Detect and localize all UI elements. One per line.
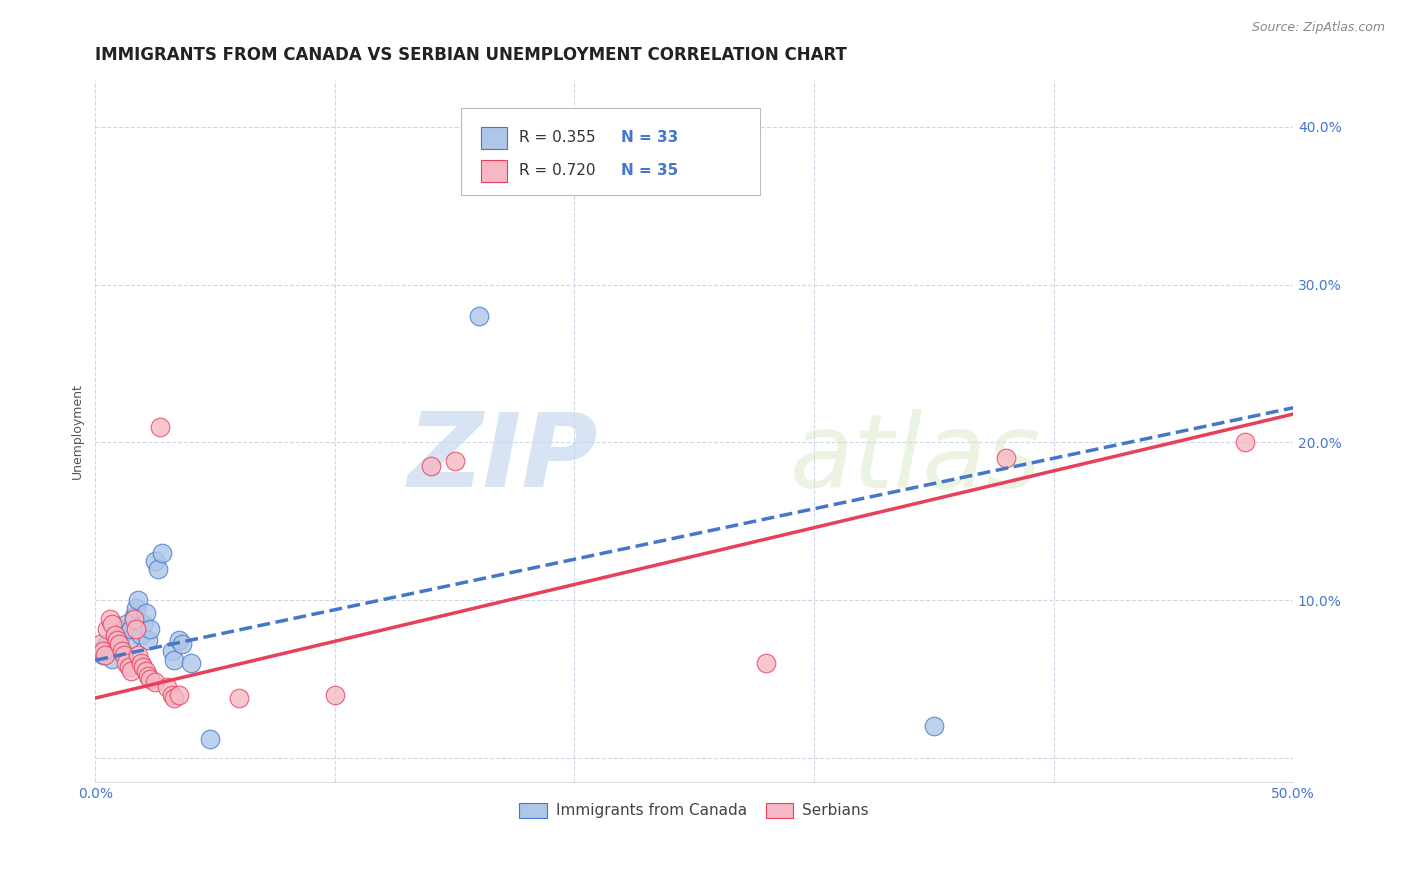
Point xyxy=(91,644,114,658)
Point xyxy=(200,732,222,747)
Point xyxy=(156,680,179,694)
Point xyxy=(89,637,111,651)
Text: R = 0.355: R = 0.355 xyxy=(519,130,596,145)
Point xyxy=(129,657,152,671)
Point xyxy=(118,659,141,673)
FancyBboxPatch shape xyxy=(481,160,508,182)
Point xyxy=(755,657,778,671)
Point xyxy=(135,665,157,679)
Point xyxy=(467,310,489,324)
Y-axis label: Unemployment: Unemployment xyxy=(72,383,84,479)
Point xyxy=(105,628,128,642)
Point xyxy=(136,669,159,683)
Legend: Immigrants from Canada, Serbians: Immigrants from Canada, Serbians xyxy=(513,797,875,824)
Point xyxy=(89,644,111,658)
Point xyxy=(136,632,159,647)
Point xyxy=(118,632,141,647)
Point xyxy=(994,451,1017,466)
Text: ZIP: ZIP xyxy=(408,409,599,509)
Point xyxy=(228,691,250,706)
Point xyxy=(127,648,149,663)
Point xyxy=(132,659,155,673)
Point xyxy=(127,593,149,607)
Point xyxy=(163,691,186,706)
Point xyxy=(139,622,162,636)
Point xyxy=(167,632,190,647)
Point xyxy=(120,622,142,636)
Point xyxy=(108,636,131,650)
Point xyxy=(143,554,166,568)
Point xyxy=(96,622,118,636)
Point xyxy=(115,616,138,631)
Point xyxy=(122,609,145,624)
Point xyxy=(180,657,202,671)
Text: N = 33: N = 33 xyxy=(621,130,678,145)
Point xyxy=(101,616,124,631)
Point xyxy=(170,637,193,651)
Point xyxy=(152,546,174,560)
Point xyxy=(139,672,162,686)
Point xyxy=(112,648,135,663)
Point xyxy=(111,644,134,658)
Text: R = 0.720: R = 0.720 xyxy=(519,163,596,178)
Point xyxy=(115,657,138,671)
Point xyxy=(120,665,142,679)
Point xyxy=(922,719,945,733)
Point xyxy=(105,632,128,647)
Point xyxy=(94,648,117,663)
Point xyxy=(167,688,190,702)
Point xyxy=(103,632,125,647)
FancyBboxPatch shape xyxy=(481,127,508,149)
Point xyxy=(135,606,157,620)
Point xyxy=(91,648,114,663)
Point xyxy=(1234,435,1257,450)
Point xyxy=(443,454,465,468)
Point xyxy=(132,616,155,631)
Point xyxy=(149,419,172,434)
Text: atlas: atlas xyxy=(790,409,1042,508)
Point xyxy=(108,637,131,651)
Point xyxy=(163,653,186,667)
Point xyxy=(111,622,134,636)
Point xyxy=(98,612,121,626)
Point xyxy=(143,675,166,690)
Point xyxy=(419,459,441,474)
Point xyxy=(96,637,118,651)
Point xyxy=(112,624,135,639)
Point xyxy=(125,601,148,615)
Point xyxy=(323,688,346,702)
Text: Source: ZipAtlas.com: Source: ZipAtlas.com xyxy=(1251,21,1385,34)
Text: N = 35: N = 35 xyxy=(621,163,678,178)
Point xyxy=(129,628,152,642)
Point xyxy=(160,688,183,702)
Text: IMMIGRANTS FROM CANADA VS SERBIAN UNEMPLOYMENT CORRELATION CHART: IMMIGRANTS FROM CANADA VS SERBIAN UNEMPL… xyxy=(96,46,848,64)
Point xyxy=(122,612,145,626)
Point xyxy=(101,651,124,665)
Point xyxy=(94,640,117,655)
Point xyxy=(146,562,169,576)
Point xyxy=(160,644,183,658)
Point xyxy=(103,628,125,642)
FancyBboxPatch shape xyxy=(461,108,761,195)
Point xyxy=(98,644,121,658)
Point xyxy=(125,622,148,636)
